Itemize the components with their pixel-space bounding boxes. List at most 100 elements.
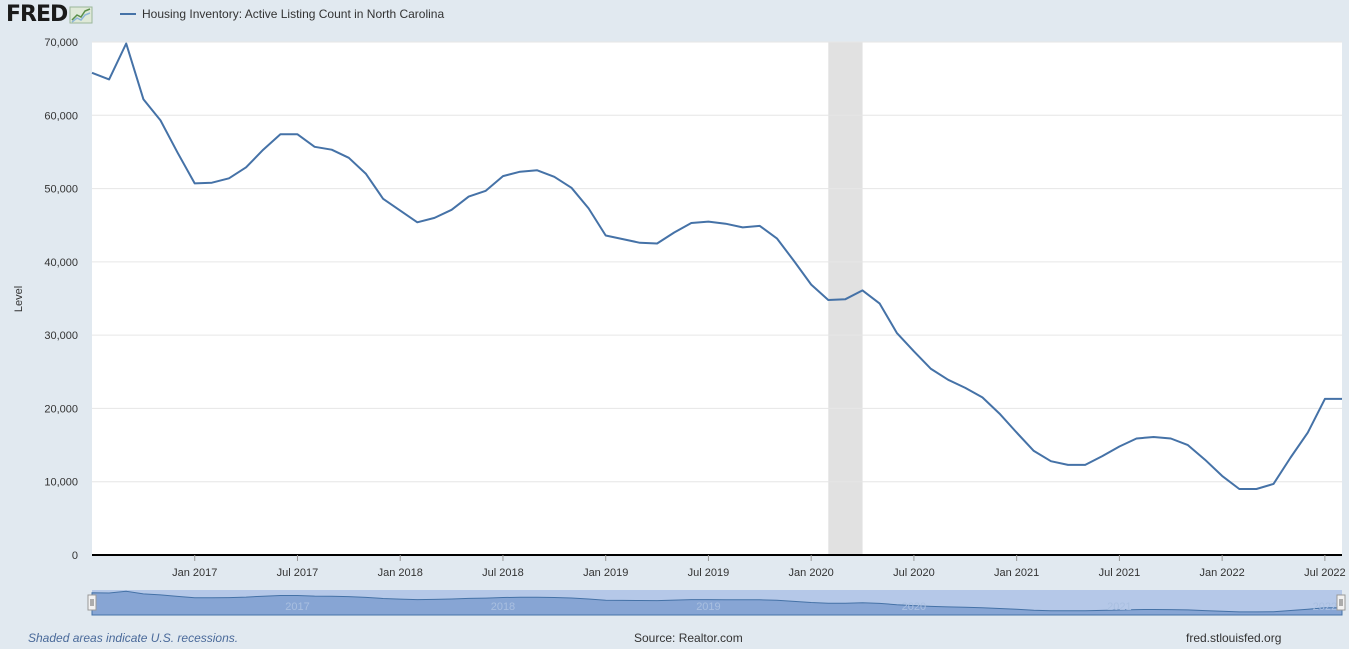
data-point-2018-05 xyxy=(468,196,470,198)
navigator-labels: 2017 2018 2019 2020 2021 2022 xyxy=(285,601,1337,613)
navigator-series xyxy=(91,590,1343,616)
data-point-2016-07 xyxy=(91,72,93,74)
data-point-2021-04 xyxy=(1067,464,1069,466)
data-point-2022-02 xyxy=(1238,488,1240,490)
y-tick-label-2: 20,000 xyxy=(44,403,78,415)
navigator-year-label-3: 2020 xyxy=(902,601,926,613)
data-point-2021-07 xyxy=(1118,446,1120,448)
data-point-2021-08 xyxy=(1136,438,1138,440)
data-point-2019-09 xyxy=(742,226,744,228)
data-point-2017-06 xyxy=(279,133,281,135)
data-point-2018-12 xyxy=(588,207,590,209)
data-point-2018-11 xyxy=(571,187,573,189)
data-point-2020-07 xyxy=(913,350,915,352)
data-point-2016-11 xyxy=(160,119,162,121)
fred-site-link[interactable]: fred.stlouisfed.org xyxy=(1186,631,1282,645)
data-point-2020-11 xyxy=(981,396,983,398)
data-point-2017-04 xyxy=(245,166,247,168)
data-point-2018-01 xyxy=(399,210,401,212)
data-point-2020-06 xyxy=(896,332,898,334)
data-point-2020-04 xyxy=(862,289,864,291)
data-point-2021-09 xyxy=(1153,436,1155,438)
data-point-2022-03 xyxy=(1255,488,1257,490)
data-point-2022-04 xyxy=(1273,483,1275,485)
x-tick-label-10: Jan 2022 xyxy=(1200,567,1245,579)
data-point-2016-12 xyxy=(177,152,179,154)
x-tick-label-4: Jan 2019 xyxy=(583,567,628,579)
recession-note: Shaded areas indicate U.S. recessions. xyxy=(28,631,239,645)
data-point-2022-07 xyxy=(1324,398,1326,400)
data-point-2017-10 xyxy=(348,157,350,159)
data-point-2021-01 xyxy=(1016,432,1018,434)
y-tick-label-4: 40,000 xyxy=(44,257,78,269)
navigator-year-label-1: 2018 xyxy=(491,601,515,613)
y-tick-label-5: 50,000 xyxy=(44,184,78,196)
x-tick-label-7: Jul 2020 xyxy=(893,567,935,579)
navigator-left-handle[interactable] xyxy=(87,594,97,611)
data-point-2020-12 xyxy=(999,413,1001,415)
data-point-2021-11 xyxy=(1187,444,1189,446)
navigator-year-label-5: 2022 xyxy=(1313,601,1337,613)
data-point-2017-12 xyxy=(382,198,384,200)
data-point-2018-08 xyxy=(519,171,521,173)
data-point-2018-07 xyxy=(502,175,504,177)
x-tick-label-2: Jan 2018 xyxy=(378,567,423,579)
plot-area xyxy=(92,42,1342,555)
data-point-2022-08 xyxy=(1341,398,1343,400)
data-point-2017-03 xyxy=(228,177,230,179)
data-point-2020-09 xyxy=(947,379,949,381)
fred-logo-graph-icon xyxy=(69,6,93,23)
data-point-2020-10 xyxy=(964,387,966,389)
chart-legend[interactable]: Housing Inventory: Active Listing Count … xyxy=(120,7,444,21)
x-tick-label-0: Jan 2017 xyxy=(172,567,217,579)
navigator-year-label-4: 2021 xyxy=(1107,601,1131,613)
data-point-2019-08 xyxy=(725,223,727,225)
data-point-2018-02 xyxy=(416,221,418,223)
data-point-2016-08 xyxy=(108,78,110,80)
navigator-right-handle[interactable] xyxy=(1336,594,1346,611)
data-point-2018-10 xyxy=(553,176,555,178)
data-point-2017-01 xyxy=(194,182,196,184)
data-point-2017-02 xyxy=(211,182,213,184)
data-point-2020-01 xyxy=(810,284,812,286)
y-tick-label-0: 0 xyxy=(72,550,78,562)
x-tick-label-11: Jul 2022 xyxy=(1304,567,1346,579)
data-point-2017-05 xyxy=(262,149,264,151)
fred-logo-text: FRED xyxy=(6,2,68,27)
data-point-2019-11 xyxy=(776,237,778,239)
data-point-2021-02 xyxy=(1033,450,1035,452)
gridlines xyxy=(92,41,1342,483)
data-point-2017-08 xyxy=(314,146,316,148)
series-layer xyxy=(91,42,1343,490)
data-point-2022-06 xyxy=(1307,432,1309,434)
data-point-2021-05 xyxy=(1084,464,1086,466)
data-point-2021-06 xyxy=(1101,455,1103,457)
y-tick-label-3: 30,000 xyxy=(44,330,78,342)
data-point-2020-08 xyxy=(930,368,932,370)
data-point-2017-11 xyxy=(365,173,367,175)
data-point-2017-09 xyxy=(331,149,333,151)
x-tick-label-3: Jul 2018 xyxy=(482,567,524,579)
data-point-2017-07 xyxy=(297,133,299,135)
chart-header: FRED Housing Inventory: Active Listing C… xyxy=(0,0,1349,30)
data-point-2020-02 xyxy=(827,299,829,301)
x-tick-label-6: Jan 2020 xyxy=(789,567,834,579)
legend-series-swatch xyxy=(120,13,136,15)
x-axis-ticks: Jan 2017 Jul 2017 Jan 2018 Jul 2018 Jan 2019… xyxy=(172,555,1346,579)
data-point-2016-09 xyxy=(125,43,127,45)
data-point-2019-10 xyxy=(759,225,761,227)
x-tick-label-9: Jul 2021 xyxy=(1099,567,1141,579)
x-tick-label-1: Jul 2017 xyxy=(277,567,319,579)
fred-logo[interactable]: FRED xyxy=(6,2,93,27)
y-tick-label-6: 60,000 xyxy=(44,110,78,122)
x-tick-label-8: Jan 2021 xyxy=(994,567,1039,579)
data-point-2020-03 xyxy=(844,298,846,300)
data-point-2019-04 xyxy=(656,243,658,245)
data-point-2019-12 xyxy=(793,260,795,262)
navigator-series-area-0 xyxy=(91,590,1343,616)
legend-series-label: Housing Inventory: Active Listing Count … xyxy=(142,7,445,21)
data-point-2021-03 xyxy=(1050,460,1052,462)
navigator-year-label-0: 2017 xyxy=(285,601,309,613)
range-navigator[interactable]: 2017 2018 2019 2020 2021 2022 xyxy=(87,590,1346,616)
